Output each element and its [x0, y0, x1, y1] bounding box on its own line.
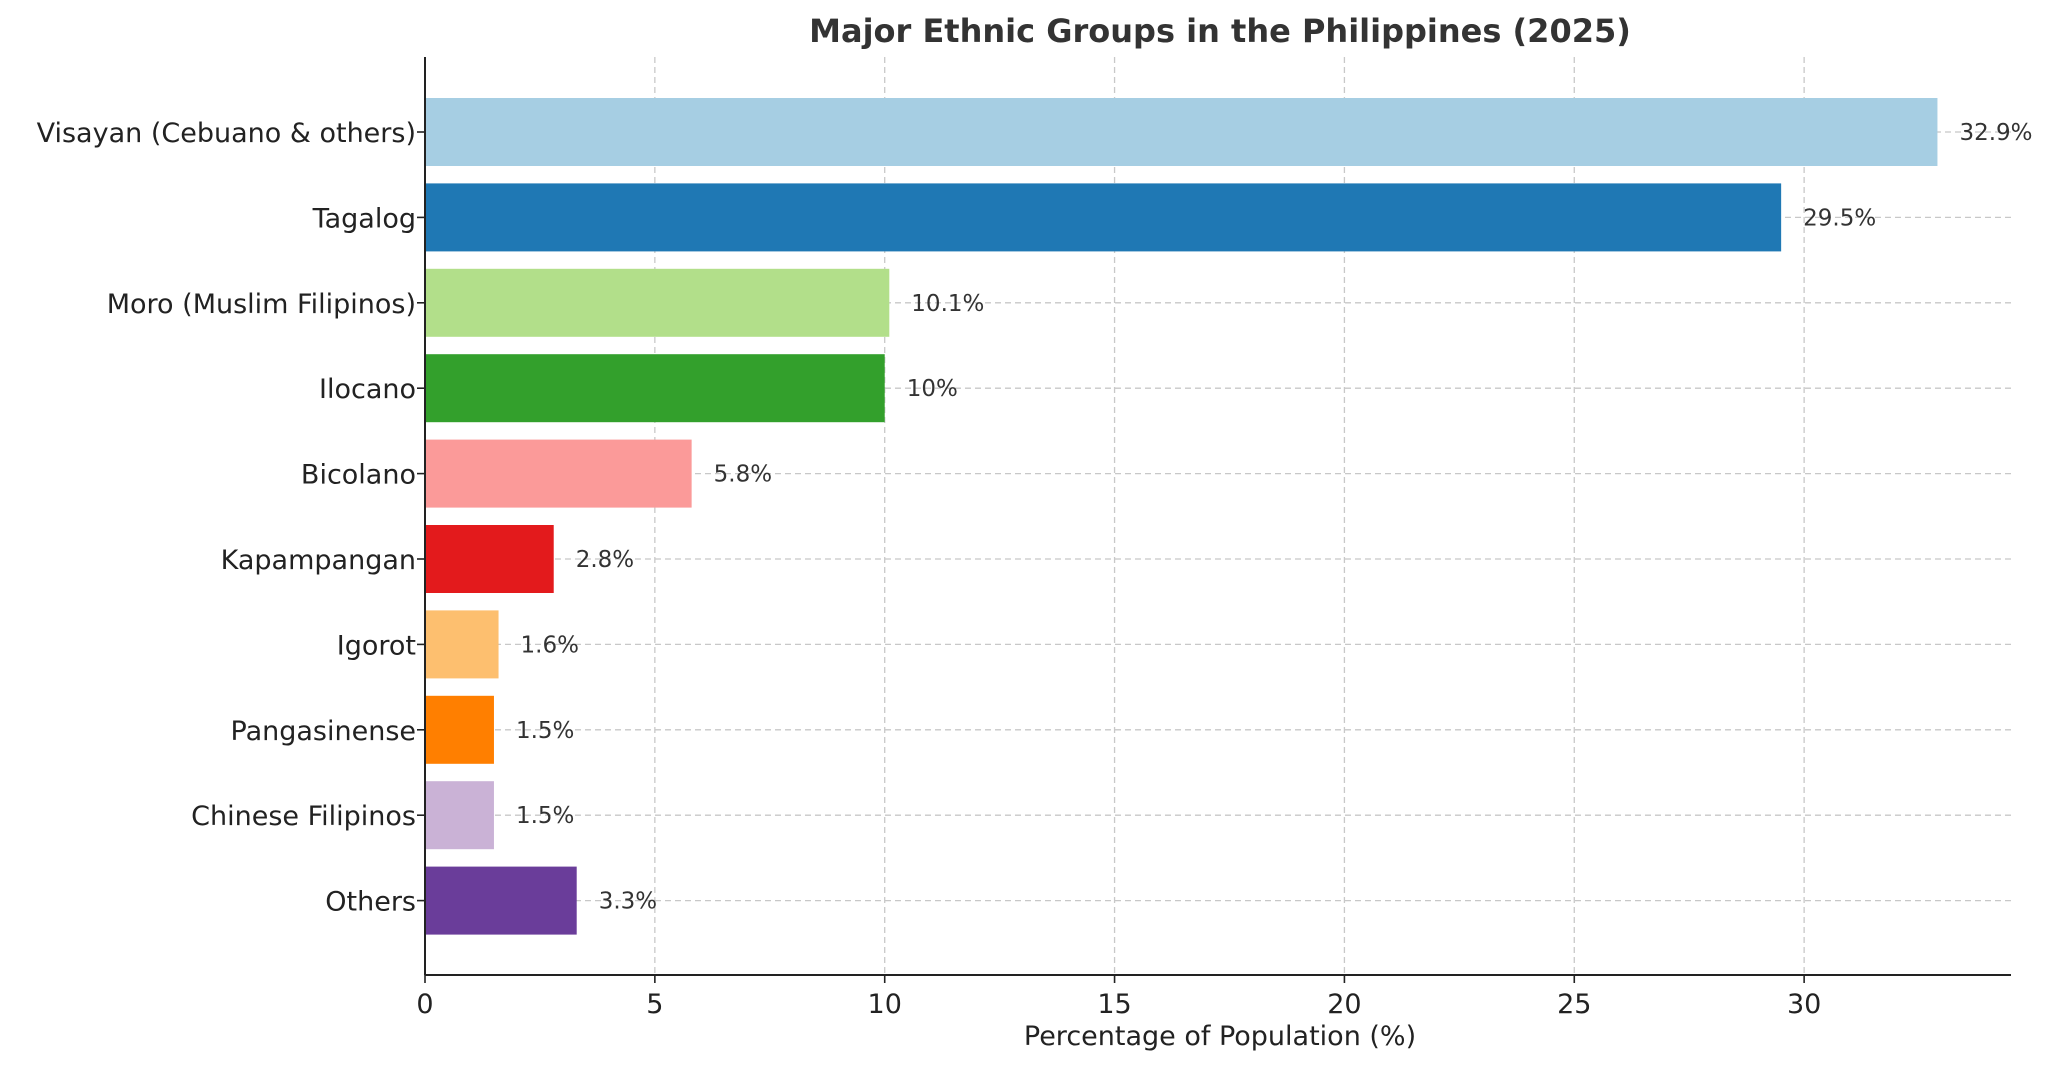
labels: 0 5 10 15 20 25 30 Visayan (Cebuano & others) 32… [37, 118, 2033, 1020]
data-label: 10.1% [911, 291, 984, 317]
bar [425, 781, 494, 850]
data-label: 2.8% [576, 547, 634, 573]
bar [425, 610, 499, 679]
bar [425, 98, 1938, 166]
data-label: 1.6% [521, 632, 579, 658]
bar [425, 695, 494, 764]
bars [425, 98, 1938, 935]
category-label: Others [325, 887, 416, 918]
axes [417, 57, 2011, 983]
bar [425, 525, 554, 593]
x-tick-label: 10 [868, 989, 902, 1020]
x-tick-label: 0 [416, 989, 433, 1020]
data-label: 29.5% [1803, 205, 1876, 231]
category-label: Visayan (Cebuano & others) [37, 118, 416, 149]
x-tick-label: 5 [646, 989, 663, 1020]
x-tick-label: 25 [1557, 989, 1591, 1020]
data-label: 5.8% [714, 462, 772, 488]
category-label: Ilocano [319, 374, 416, 405]
bar [425, 183, 1782, 252]
category-label: Tagalog [312, 203, 416, 234]
bar [425, 268, 890, 337]
bar [425, 354, 885, 423]
x-axis-label: Percentage of Population (%) [1024, 1021, 1416, 1052]
category-label: Bicolano [301, 460, 416, 491]
x-tick-label: 15 [1097, 989, 1131, 1020]
chart-title: Major Ethnic Groups in the Philippines (… [809, 12, 1631, 50]
bar [425, 439, 692, 508]
category-label: Pangasinense [231, 716, 417, 747]
data-label: 1.5% [516, 718, 574, 744]
x-tick-label: 30 [1787, 989, 1821, 1020]
x-tick-label: 20 [1327, 989, 1361, 1020]
category-label: Igorot [337, 630, 416, 661]
category-label: Chinese Filipinos [191, 801, 416, 832]
data-label: 10% [907, 376, 958, 402]
data-label: 32.9% [1959, 120, 2032, 146]
bar [425, 866, 577, 935]
data-label: 1.5% [516, 803, 574, 829]
category-label: Moro (Muslim Filipinos) [107, 289, 416, 320]
category-label: Kapampangan [221, 545, 416, 576]
data-label: 3.3% [599, 889, 657, 915]
